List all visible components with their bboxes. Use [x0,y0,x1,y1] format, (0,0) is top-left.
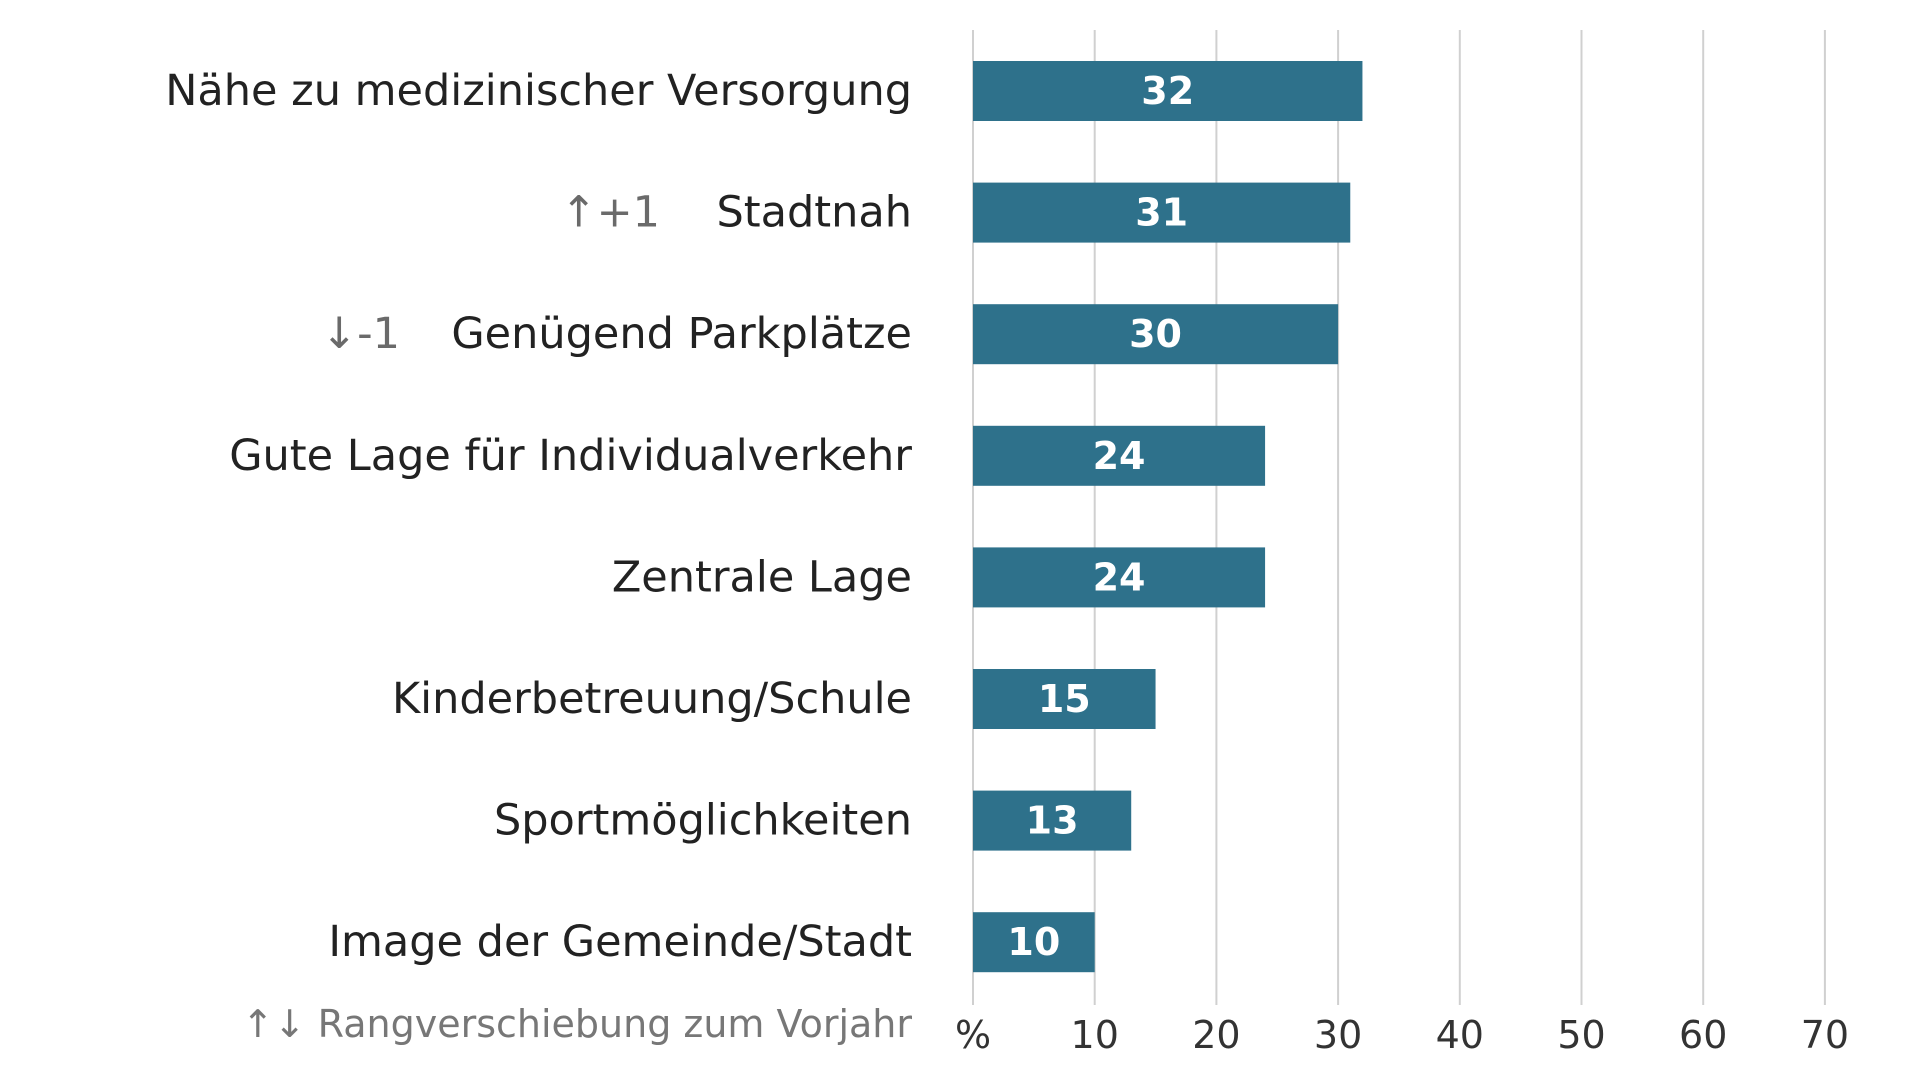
bars: 32 31 30 24 24 15 13 10 [973,61,1363,973]
bar [973,61,1363,121]
bar [973,790,1132,851]
x-axis-ticks: % 10 20 30 40 50 60 70 [955,1013,1849,1057]
bar-value-label: 10 [1007,920,1060,964]
category-label: Image der Gemeinde/Stadt [328,917,912,967]
x-tick-label: 60 [1679,1013,1727,1057]
x-tick-label: 10 [1071,1013,1119,1057]
x-tick-label: % [955,1013,991,1057]
category-label: Gute Lage für Individualverkehr [229,431,912,481]
bar-value-label: 15 [1038,677,1091,721]
bar-value-label: 24 [1093,434,1146,478]
bar [973,425,1266,486]
bar [973,912,1095,973]
gridlines [972,30,1826,1005]
x-tick-label: 20 [1192,1013,1240,1057]
bar-value-label: 32 [1141,69,1194,113]
rank-change-label: ↓-1 [321,309,400,359]
x-tick-label: 50 [1557,1013,1605,1057]
category-labels: Nähe zu medizinischer Versorgung Stadtnah… [165,66,912,967]
bar-value-label: 31 [1135,191,1188,235]
x-tick-label: 30 [1314,1013,1362,1057]
category-label: Kinderbetreuung/Schule [392,674,912,724]
bar-value-label: 24 [1093,555,1146,599]
category-label: Genügend Parkplätze [451,309,912,359]
category-label: Nähe zu medizinischer Versorgung [165,66,912,116]
x-tick-label: 70 [1801,1013,1849,1057]
bar [973,547,1266,608]
category-label: Sportmöglichkeiten [494,796,912,846]
rank-shift-footnote: ↑↓ Rangverschiebung zum Vorjahr [242,1002,912,1046]
category-label: Zentrale Lage [612,552,912,602]
bar [973,304,1339,365]
bar-value-label: 13 [1026,799,1079,843]
bar [973,669,1156,729]
category-label: Stadtnah [716,188,912,238]
rank-change-label: ↑+1 [561,188,660,238]
bar [973,182,1351,243]
x-tick-label: 40 [1436,1013,1484,1057]
bar-value-label: 30 [1129,312,1182,356]
